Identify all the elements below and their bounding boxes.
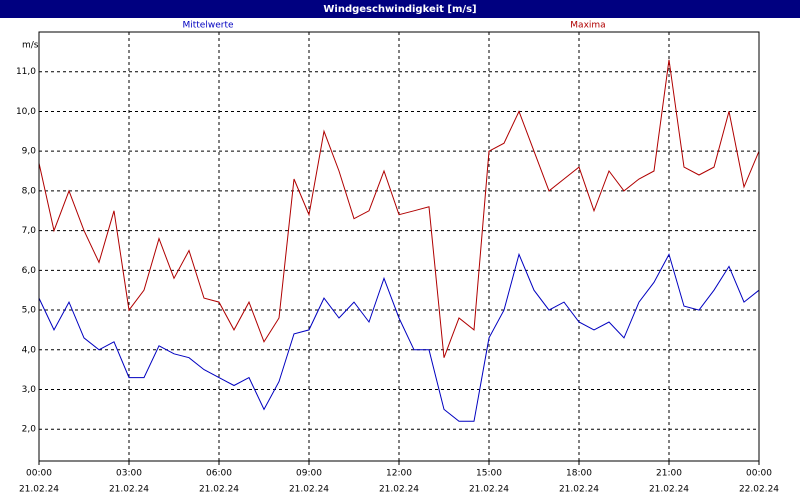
y-tick-label: 2,0 — [22, 425, 37, 435]
x-tick-label: 15:00 — [476, 469, 502, 479]
x-tick-date: 21.02.24 — [649, 485, 689, 495]
x-tick-label: 12:00 — [386, 469, 412, 479]
x-tick-label: 09:00 — [296, 469, 322, 479]
x-tick-label: 03:00 — [116, 469, 142, 479]
x-tick-date: 22.02.24 — [739, 485, 779, 495]
lines — [38, 59, 760, 422]
chart-title: Windgeschwindigkeit [m/s] — [323, 4, 476, 15]
y-tick-label: 3,0 — [22, 385, 37, 395]
x-tick-label: 00:00 — [746, 469, 772, 479]
y-tick-label: 8,0 — [22, 186, 37, 196]
title-bar — [0, 0, 800, 18]
y-tick-label: 5,0 — [22, 306, 37, 316]
x-tick-date: 21.02.24 — [379, 485, 419, 495]
x-tick-label: 18:00 — [566, 469, 592, 479]
line-series — [38, 252, 760, 422]
x-tick-label: 06:00 — [206, 469, 232, 479]
x-tick-date: 21.02.24 — [199, 485, 239, 495]
y-tick-label: 11,0 — [16, 67, 36, 77]
grid — [39, 32, 759, 461]
x-tick-date: 21.02.24 — [109, 485, 149, 495]
y-axis-label: m/s — [22, 41, 39, 51]
x-tick-date: 21.02.24 — [289, 485, 329, 495]
y-tick-label: 10,0 — [16, 107, 36, 117]
legend-entry: Maxima — [570, 21, 605, 31]
y-tick-label: 9,0 — [22, 147, 37, 157]
x-tick-date: 21.02.24 — [559, 485, 599, 495]
y-tick-label: 4,0 — [22, 345, 37, 355]
x-tick-date: 21.02.24 — [19, 485, 59, 495]
y-tick-label: 7,0 — [22, 226, 37, 236]
legend-entry: Mittelwerte — [182, 21, 233, 31]
plot-frame — [38, 31, 760, 462]
x-tick-label: 21:00 — [656, 469, 682, 479]
x-tick-label: 00:00 — [26, 469, 52, 479]
x-tick-date: 21.02.24 — [469, 485, 509, 495]
y-tick-label: 6,0 — [22, 266, 37, 276]
line-series — [38, 59, 760, 358]
